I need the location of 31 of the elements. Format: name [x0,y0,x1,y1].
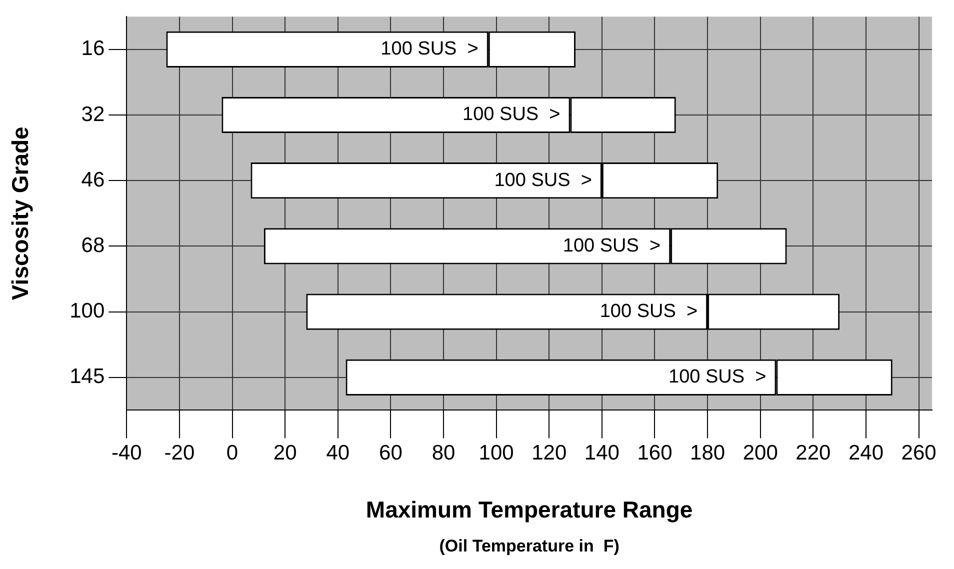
x-tick-label: 120 [532,442,567,465]
data-label: 100 SUS > [380,38,478,60]
data-label: 100 SUS > [494,170,592,191]
x-tick-label: -40 [111,442,142,465]
data-label: 100 SUS > [562,235,661,256]
x-tick-label: 180 [690,442,726,465]
x-tick-label: 160 [637,442,672,465]
x-tick-label: 140 [584,442,620,465]
data-label: 100 SUS > [462,104,560,126]
x-tick-label: -20 [164,442,195,465]
x-tick-label: 100 [478,442,514,465]
x-tick-label: 0 [226,442,238,465]
x-tick-label: 80 [432,442,456,465]
x-tick-label: 40 [326,442,350,465]
x-tick-label: 200 [742,442,778,465]
y-axis-title: Viscosity Grade [7,126,34,300]
y-tick-label: 46 [81,168,105,192]
x-axis-title: Maximum Temperature Range [366,496,693,523]
y-tick-label: 145 [70,365,105,388]
x-tick-label: 60 [379,442,402,465]
data-label: 100 SUS > [668,366,766,388]
y-tick-label: 100 [70,300,105,323]
y-tick-label: 16 [81,37,105,60]
x-tick-label: 220 [796,442,831,465]
x-tick-label: 20 [273,442,297,465]
x-tick-label: 260 [901,442,936,465]
x-tick-label: 240 [848,442,884,465]
y-tick-label: 32 [81,102,105,126]
data-label: 100 SUS > [600,301,698,322]
y-tick-label: 68 [81,234,105,257]
text: (Oil Temperature in F) [439,536,620,556]
